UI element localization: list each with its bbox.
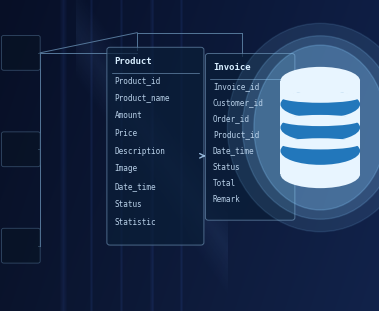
FancyBboxPatch shape — [2, 228, 40, 263]
Ellipse shape — [254, 45, 379, 210]
Text: Statistic: Statistic — [114, 217, 156, 226]
Text: Date_time: Date_time — [213, 146, 255, 156]
Text: Invoice_id: Invoice_id — [213, 82, 259, 91]
Text: Description: Description — [114, 146, 165, 156]
Text: Product: Product — [114, 57, 152, 66]
Ellipse shape — [280, 114, 360, 142]
Text: Product_id: Product_id — [213, 130, 259, 139]
Text: Remark: Remark — [213, 195, 241, 204]
Ellipse shape — [280, 115, 360, 126]
FancyBboxPatch shape — [2, 132, 40, 167]
Text: Invoice: Invoice — [213, 63, 251, 72]
Text: Order_id: Order_id — [213, 114, 250, 123]
Ellipse shape — [280, 160, 360, 188]
Text: Product_id: Product_id — [114, 76, 161, 85]
Ellipse shape — [227, 23, 379, 232]
Text: Status: Status — [114, 200, 142, 209]
Text: Customer_id: Customer_id — [213, 98, 264, 107]
FancyBboxPatch shape — [2, 35, 40, 70]
Text: Status: Status — [213, 163, 241, 172]
Text: Date_time: Date_time — [114, 182, 156, 191]
Ellipse shape — [280, 138, 360, 150]
Ellipse shape — [243, 36, 379, 219]
Ellipse shape — [280, 137, 360, 165]
Text: Amount: Amount — [114, 111, 142, 120]
Polygon shape — [280, 81, 360, 174]
Text: Price: Price — [114, 129, 138, 138]
Text: Product_name: Product_name — [114, 94, 170, 102]
Ellipse shape — [280, 67, 360, 95]
Text: Total: Total — [213, 179, 236, 188]
Text: Image: Image — [114, 164, 138, 173]
Ellipse shape — [280, 91, 360, 103]
FancyBboxPatch shape — [107, 47, 204, 245]
FancyBboxPatch shape — [205, 53, 295, 220]
Ellipse shape — [280, 90, 360, 118]
